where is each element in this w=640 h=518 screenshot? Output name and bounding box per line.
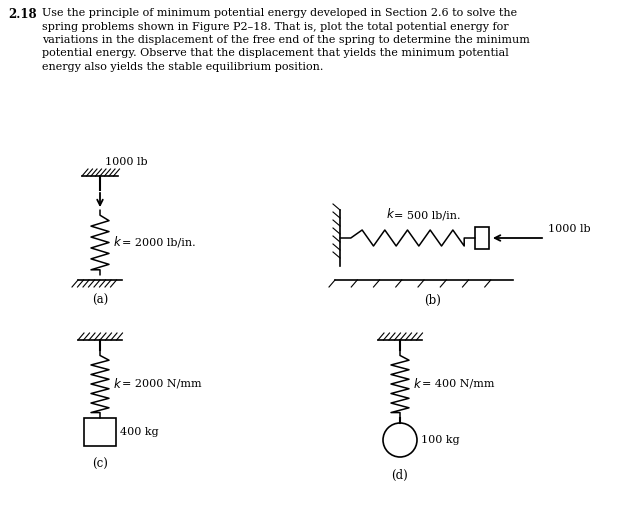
Text: = 2000 N/mm: = 2000 N/mm <box>122 379 202 389</box>
Text: (d): (d) <box>392 469 408 482</box>
Text: $k$: $k$ <box>113 377 122 391</box>
Text: $k$: $k$ <box>413 377 422 391</box>
Text: spring problems shown in Figure P2–18. That is, plot the total potential energy : spring problems shown in Figure P2–18. T… <box>42 22 509 32</box>
Text: 2.18: 2.18 <box>8 8 36 21</box>
Text: = 500 lb/in.: = 500 lb/in. <box>394 211 461 221</box>
Text: (a): (a) <box>92 294 108 307</box>
Text: $k$: $k$ <box>385 207 395 221</box>
Text: 1000 lb: 1000 lb <box>548 224 591 234</box>
Text: potential energy. Observe that the displacement that yields the minimum potentia: potential energy. Observe that the displ… <box>42 49 509 59</box>
Text: Use the principle of minimum potential energy developed in Section 2.6 to solve : Use the principle of minimum potential e… <box>42 8 517 18</box>
Text: variations in the displacement of the free end of the spring to determine the mi: variations in the displacement of the fr… <box>42 35 530 45</box>
Text: 400 kg: 400 kg <box>120 427 159 437</box>
Text: (c): (c) <box>92 458 108 471</box>
Text: = 400 N/mm: = 400 N/mm <box>422 379 495 389</box>
Bar <box>475 227 489 249</box>
Bar <box>84 418 116 446</box>
Text: energy also yields the stable equilibrium position.: energy also yields the stable equilibriu… <box>42 62 323 72</box>
Text: 100 kg: 100 kg <box>421 435 460 445</box>
Text: = 2000 lb/in.: = 2000 lb/in. <box>122 237 196 248</box>
Circle shape <box>383 423 417 457</box>
Text: $k$: $k$ <box>113 236 122 250</box>
Text: (b): (b) <box>424 294 441 307</box>
Text: 1000 lb: 1000 lb <box>105 157 148 167</box>
